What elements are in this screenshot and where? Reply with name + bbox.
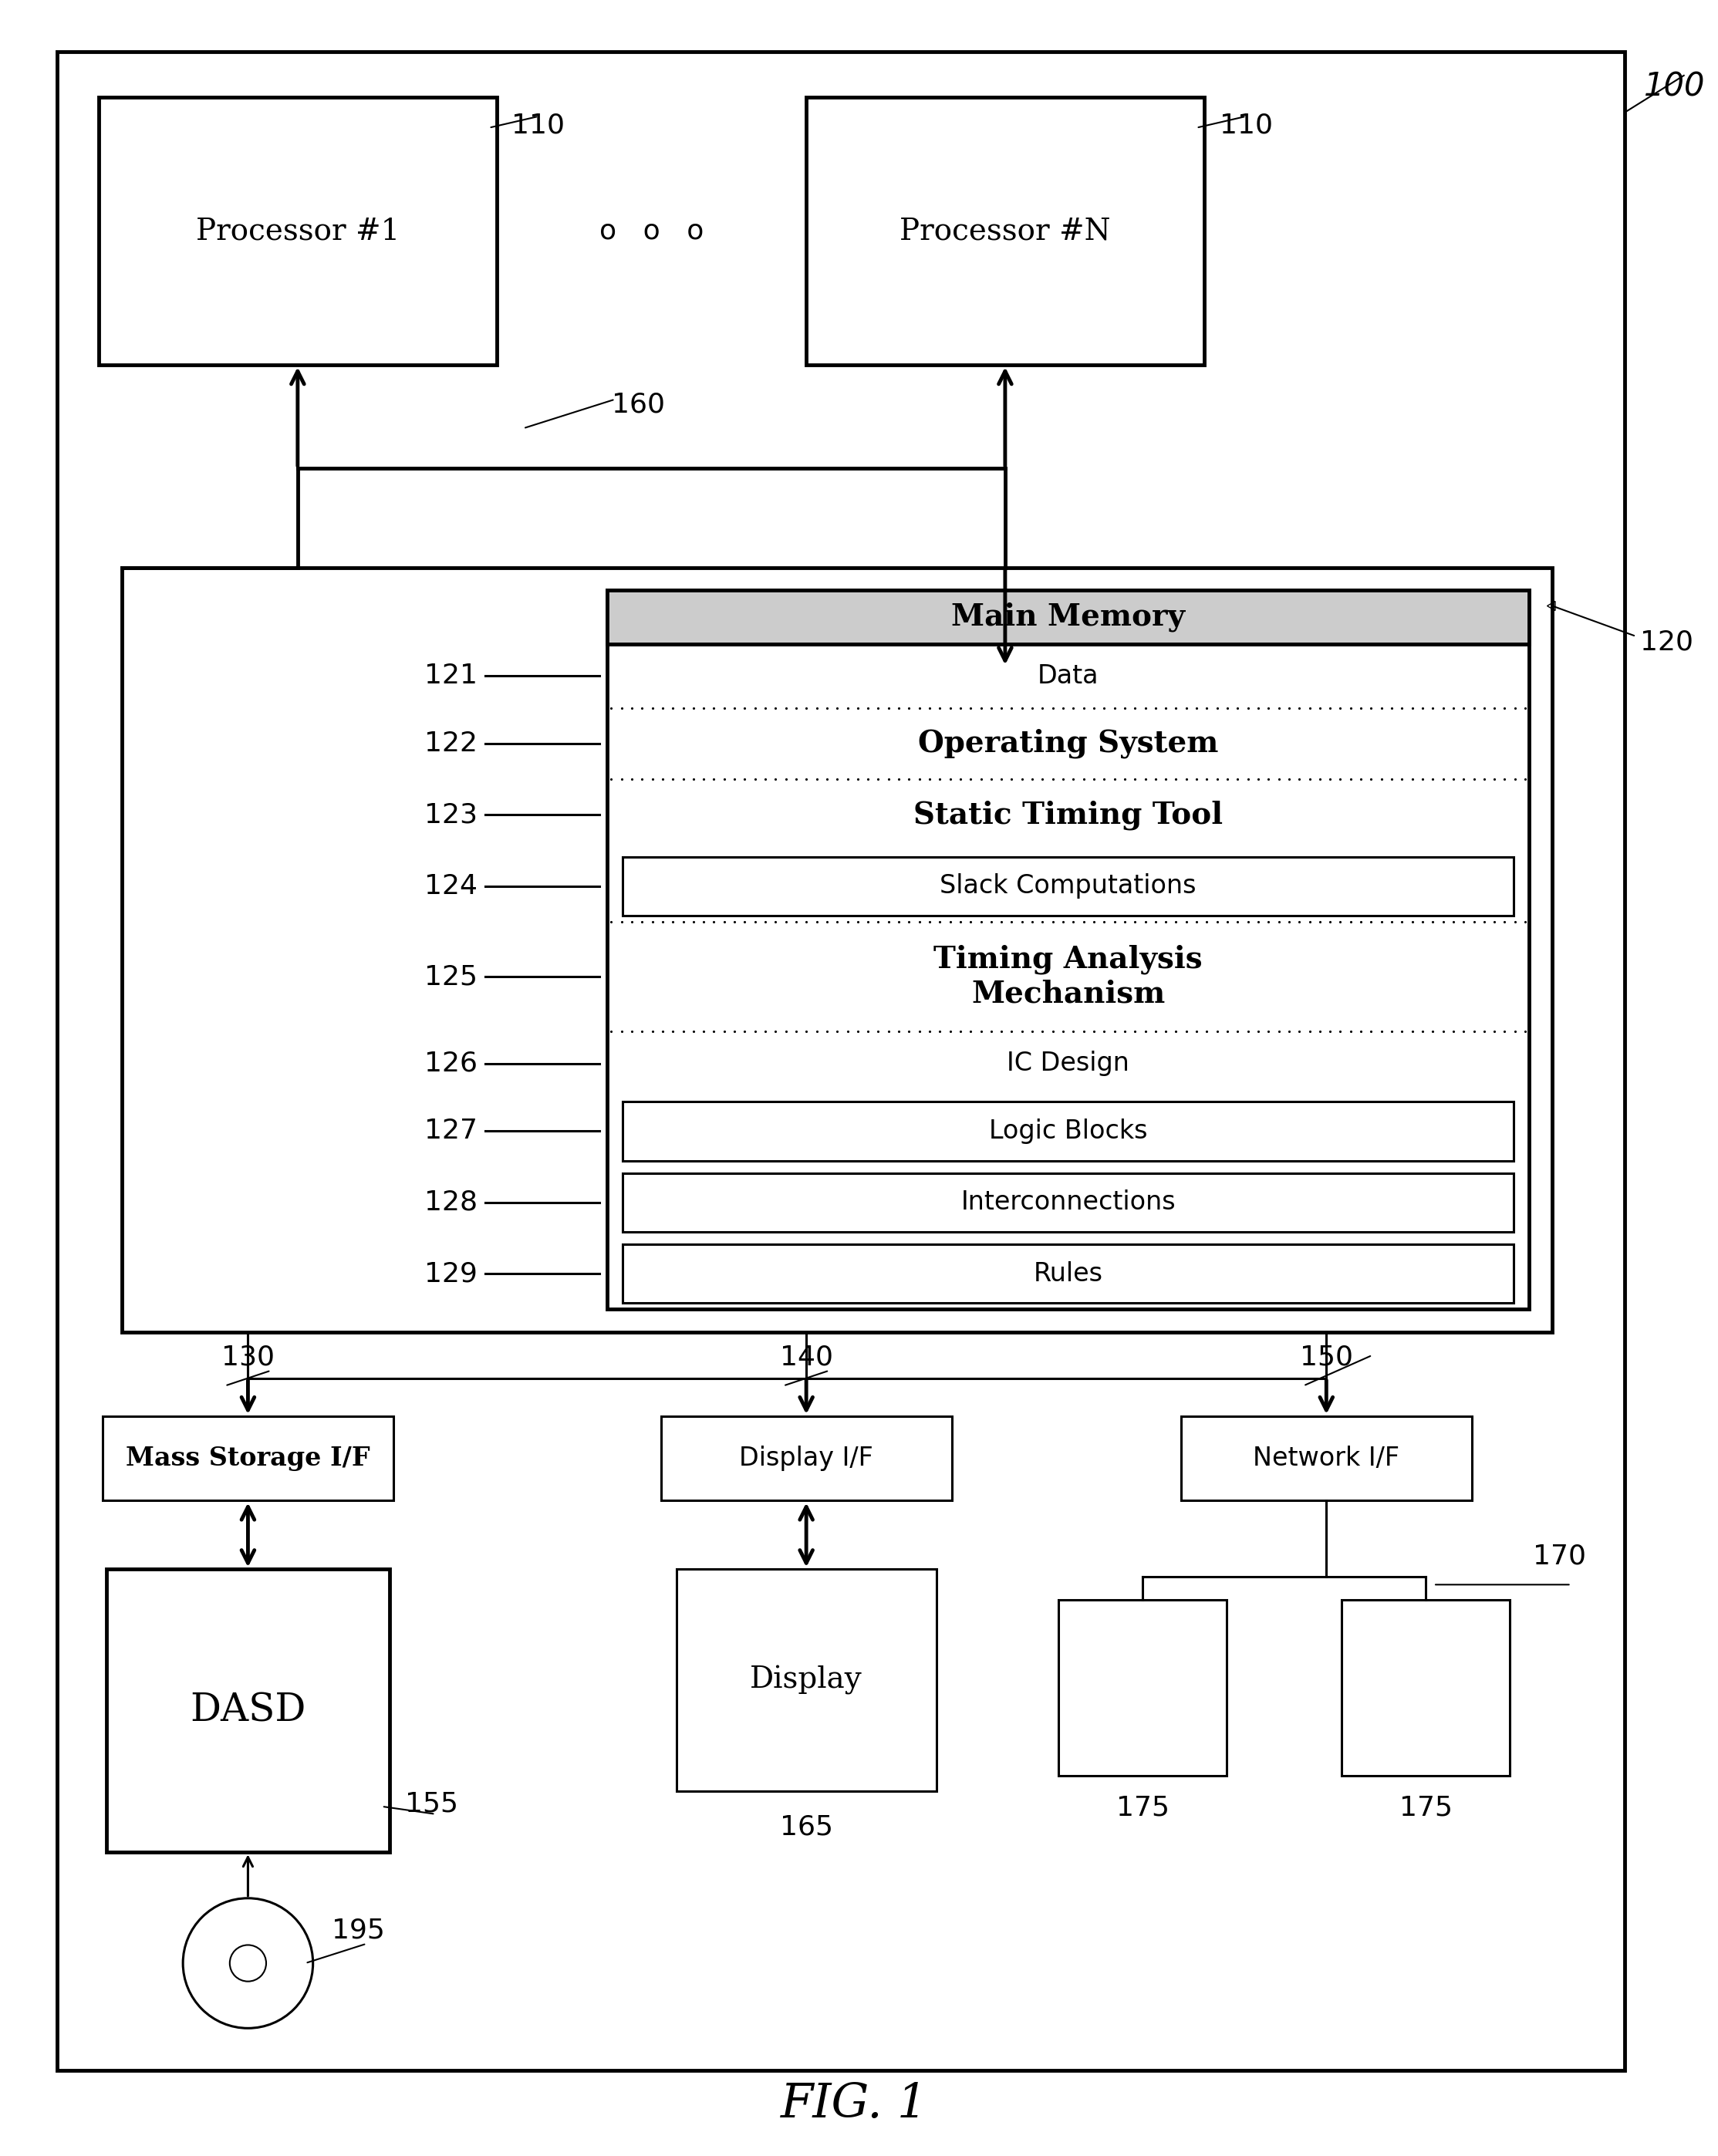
Circle shape <box>230 1945 266 1981</box>
Bar <box>107 1570 390 1852</box>
Bar <box>622 1173 1514 1231</box>
Text: Rules: Rules <box>1034 1261 1103 1287</box>
Bar <box>103 1416 393 1501</box>
Text: DASD: DASD <box>191 1692 306 1729</box>
Text: 100: 100 <box>1644 71 1704 103</box>
Text: 120: 120 <box>1641 630 1694 655</box>
Text: Processor #N: Processor #N <box>900 218 1110 246</box>
Bar <box>622 1244 1514 1302</box>
Text: 160: 160 <box>612 392 665 418</box>
Text: 165: 165 <box>780 1813 833 1841</box>
Text: 129: 129 <box>424 1261 478 1287</box>
Text: 122: 122 <box>424 731 478 757</box>
Bar <box>608 591 1529 1309</box>
Text: 155: 155 <box>405 1792 459 1818</box>
Text: 110: 110 <box>512 112 565 138</box>
Text: 175: 175 <box>1117 1796 1170 1822</box>
Text: Main Memory: Main Memory <box>952 602 1185 632</box>
Bar <box>608 591 1529 645</box>
Text: 175: 175 <box>1398 1796 1452 1822</box>
Text: 128: 128 <box>424 1190 478 1216</box>
Text: 124: 124 <box>424 873 478 899</box>
Text: Data: Data <box>1038 664 1100 688</box>
Text: 170: 170 <box>1532 1544 1586 1570</box>
Bar <box>1180 1416 1472 1501</box>
Text: Interconnections: Interconnections <box>960 1190 1175 1216</box>
Bar <box>622 856 1514 916</box>
Bar <box>661 1416 952 1501</box>
Bar <box>677 1570 936 1792</box>
Text: IC Design: IC Design <box>1007 1050 1129 1076</box>
Text: FIG. 1: FIG. 1 <box>780 2081 928 2128</box>
Text: Display I/F: Display I/F <box>739 1447 873 1470</box>
Text: o   o   o: o o o <box>600 218 704 244</box>
Text: Mass Storage I/F: Mass Storage I/F <box>125 1447 369 1470</box>
Text: 126: 126 <box>424 1050 478 1076</box>
Bar <box>806 97 1204 364</box>
Bar <box>122 567 1551 1332</box>
Bar <box>100 97 497 364</box>
Text: Operating System: Operating System <box>917 729 1218 759</box>
Text: Timing Analysis
Mechanism: Timing Analysis Mechanism <box>935 944 1203 1009</box>
Text: 125: 125 <box>424 964 478 990</box>
Text: 130: 130 <box>222 1345 275 1371</box>
Bar <box>622 1102 1514 1160</box>
Text: Slack Computations: Slack Computations <box>940 873 1196 899</box>
Text: Processor #1: Processor #1 <box>196 218 400 246</box>
Text: 195: 195 <box>332 1917 385 1945</box>
Text: Static Timing Tool: Static Timing Tool <box>914 800 1223 830</box>
Text: Logic Blocks: Logic Blocks <box>990 1119 1148 1145</box>
Text: 110: 110 <box>1220 112 1273 138</box>
Text: 123: 123 <box>424 802 478 828</box>
Bar <box>1058 1600 1227 1777</box>
Text: 127: 127 <box>424 1119 478 1145</box>
Bar <box>1342 1600 1510 1777</box>
Text: Display: Display <box>751 1667 862 1695</box>
Text: 121: 121 <box>424 662 478 690</box>
Text: Network I/F: Network I/F <box>1252 1447 1400 1470</box>
Text: 140: 140 <box>780 1345 833 1371</box>
Text: 150: 150 <box>1301 1345 1354 1371</box>
